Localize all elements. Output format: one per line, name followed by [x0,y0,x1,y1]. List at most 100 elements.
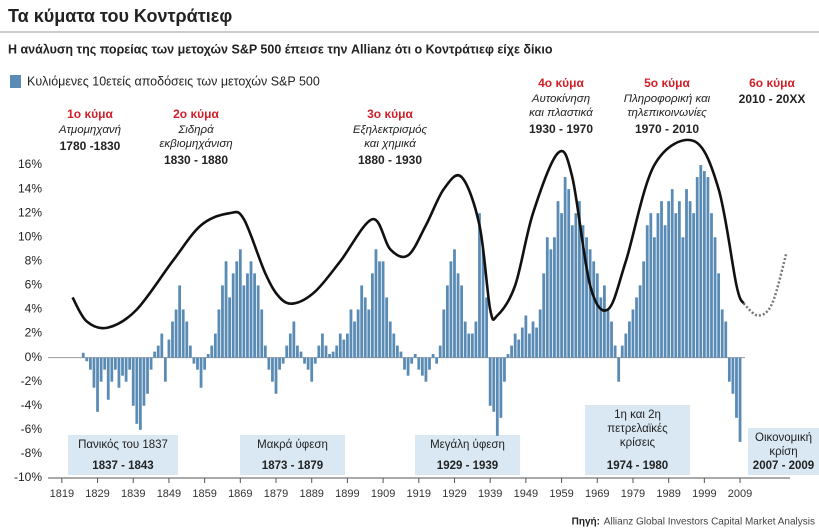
bar [324,345,328,358]
bar [449,261,453,358]
bar [167,339,171,358]
wave-label: 1ο κύμα [67,107,113,121]
bar [638,285,642,358]
bar [645,225,649,358]
bar [185,321,189,358]
bar [96,357,99,412]
bar [231,273,235,358]
bar [346,333,349,358]
subtitle: Η ανάλυση της πορείας των μετοχών S&P 50… [8,42,553,56]
bar [717,273,721,358]
bar [610,321,613,358]
crisis-box [68,435,178,475]
bar [174,309,178,358]
x-tick-label: 2009 [728,488,752,500]
bar [388,321,392,358]
crisis-period: 1873 - 1879 [262,460,323,472]
y-tick-label: 6% [25,278,43,292]
bar [456,273,460,358]
wave-label: 3ο κύμα [367,107,413,121]
bar [228,297,232,358]
source-label: Πηγή: [572,517,600,528]
bar [603,285,606,358]
bar [649,213,653,358]
bar [253,273,256,358]
y-tick-label: 0% [25,350,43,364]
bar [467,333,471,358]
x-tick-label: 1889 [299,488,323,500]
bar [256,285,260,358]
bar [727,357,731,382]
bar [110,357,114,382]
x-tick-label: 1969 [585,488,609,500]
bar [710,213,713,358]
bar [238,249,242,358]
bar [617,357,621,382]
y-tick-label: 4% [25,302,43,316]
bar [535,327,538,358]
bar [513,333,517,358]
x-tick-label: 1909 [371,488,395,500]
bar [317,345,321,358]
bar [520,327,524,358]
crisis-period: 1837 - 1843 [92,460,153,472]
x-tick-label: 1949 [514,488,538,500]
crisis-box [415,435,520,475]
crisis-label: 1η και 2η [614,409,661,421]
bar [670,189,674,358]
y-tick-label: 8% [25,254,43,268]
bar [453,249,456,358]
wave-sector: Σιδηρά [177,124,214,136]
bar [296,345,299,358]
bar [724,321,728,358]
bar [221,285,224,358]
bar [160,333,164,358]
bar [517,339,521,358]
bar [720,309,724,358]
wave-period: 1880 - 1930 [358,153,422,167]
bar [474,321,478,358]
bar [699,165,703,358]
bar [410,357,414,364]
bar [731,357,735,394]
bar [374,249,378,358]
x-tick-label: 1939 [478,488,502,500]
bar [652,237,656,358]
bar [249,261,253,358]
bar [542,273,546,358]
bar [599,297,603,358]
bar [695,177,699,358]
bar [506,354,510,358]
bar [224,261,228,358]
bar [292,321,296,358]
wave-sector: και πλαστικά [529,107,593,119]
bar [271,357,274,382]
bar [142,357,146,406]
bar [492,357,496,412]
bar [563,177,567,358]
bar [656,213,660,358]
wave-label: 5ο κύμα [644,76,690,90]
x-tick-label: 1919 [407,488,431,500]
bar [606,309,610,358]
bar [117,357,121,388]
bar [121,357,124,376]
bar [124,357,128,382]
bar [281,357,285,364]
bar [356,309,360,358]
bar [156,345,160,358]
bar [445,285,449,358]
y-tick-label: 16% [18,157,42,171]
bar [567,189,571,358]
bar [706,177,710,358]
crisis-label: Πανικός του 1837 [78,439,168,451]
x-tick-label: 1859 [192,488,216,500]
bar [499,357,503,418]
bar [510,345,513,358]
bar [92,357,96,388]
bar [103,357,107,370]
x-tick-label: 1899 [335,488,359,500]
bar [153,351,157,358]
bar [310,357,314,382]
